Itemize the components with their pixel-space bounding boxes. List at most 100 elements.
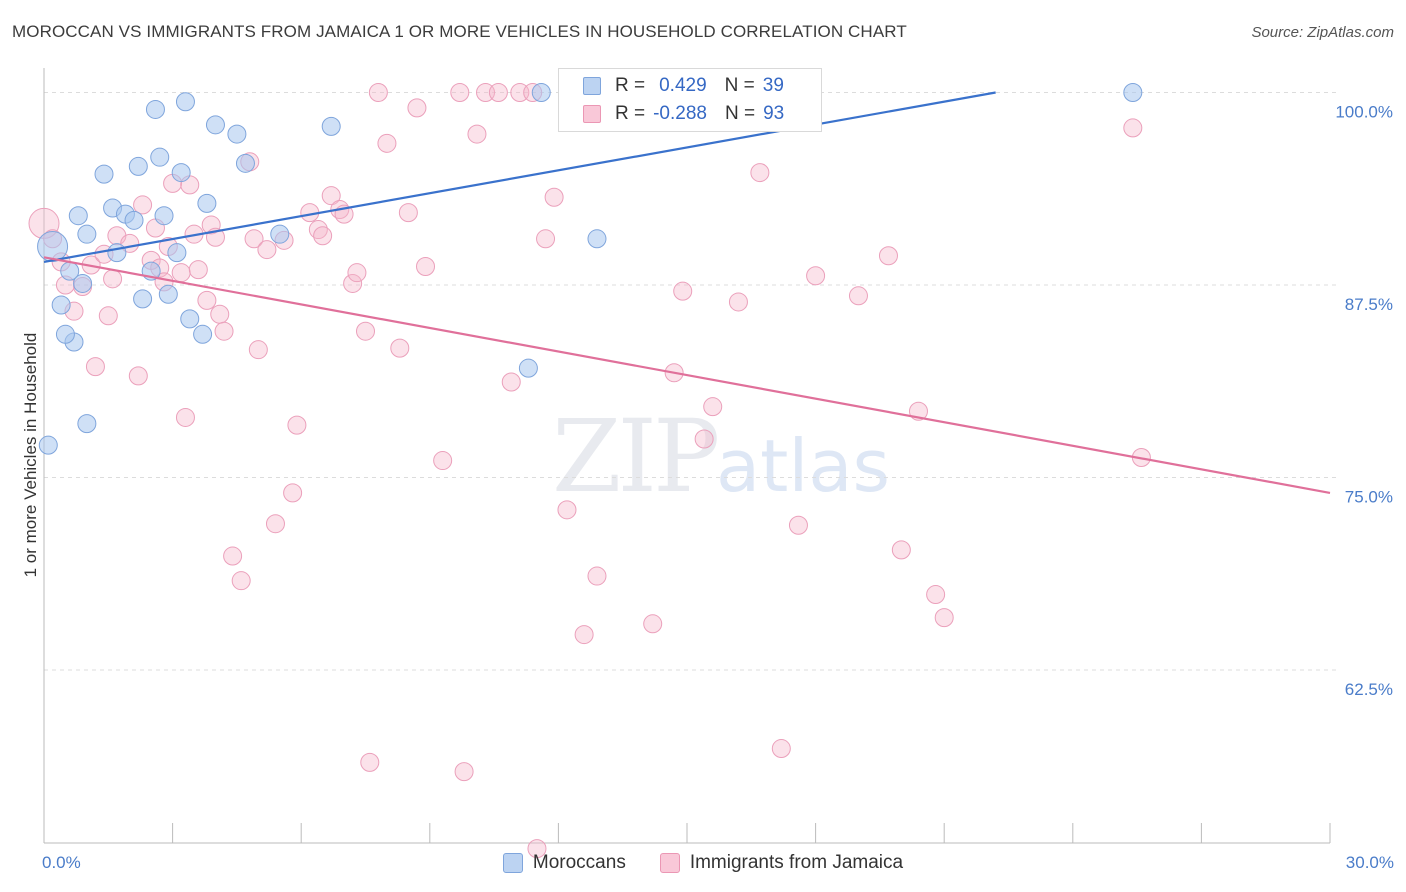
legend-n-value: 39 bbox=[762, 75, 784, 96]
legend-row-jamaica: R = -0.288 N = 93 bbox=[583, 101, 784, 127]
jamaica-point bbox=[643, 614, 663, 634]
jamaica-point bbox=[416, 257, 436, 277]
legend-swatch-jamaica bbox=[659, 853, 680, 873]
tick-labels: 62.5% 75.0% 87.5% 100.0% 0.0% 30.0% bbox=[42, 103, 1394, 873]
jamaica-point bbox=[788, 515, 808, 535]
legend-item-moroccans: Moroccans bbox=[502, 852, 626, 874]
jamaica-point bbox=[368, 83, 388, 102]
moroccans-point bbox=[94, 164, 114, 184]
moroccans-point bbox=[107, 243, 127, 263]
jamaica-point bbox=[347, 263, 367, 283]
jamaica-point bbox=[544, 187, 564, 207]
jamaica-point bbox=[390, 338, 410, 358]
jamaica-point bbox=[223, 546, 243, 566]
jamaica-point bbox=[231, 571, 251, 591]
trend-lines bbox=[43, 91, 1331, 494]
legend-label-moroccans: Moroccans bbox=[532, 852, 626, 873]
x-tick-label: 0.0% bbox=[42, 853, 81, 872]
moroccans-point bbox=[154, 206, 174, 226]
jamaica-point bbox=[128, 366, 148, 386]
jamaica-point bbox=[175, 407, 195, 427]
moroccans-point bbox=[55, 324, 75, 344]
jamaica-point bbox=[750, 163, 770, 183]
jamaica-point bbox=[587, 566, 607, 586]
moroccans-point bbox=[587, 229, 607, 249]
jamaica-point bbox=[197, 290, 217, 310]
jamaica-point bbox=[98, 306, 118, 326]
legend-swatch-jamaica bbox=[583, 105, 601, 123]
moroccans-point bbox=[51, 295, 71, 315]
moroccans-point bbox=[171, 163, 191, 183]
legend-swatch-moroccans bbox=[502, 853, 523, 873]
y-tick-label: 100.0% bbox=[1335, 103, 1393, 122]
jamaica-point bbox=[407, 98, 427, 118]
jamaica-point bbox=[527, 839, 547, 859]
stats-legend: R = 0.429 N = 39 R = -0.288 N = 93 bbox=[558, 68, 822, 132]
moroccans-point bbox=[518, 358, 538, 378]
jamaica-point bbox=[771, 739, 791, 759]
axes bbox=[43, 68, 1331, 844]
x-tick-label: 30.0% bbox=[1346, 853, 1394, 872]
jamaica-point bbox=[133, 195, 153, 215]
jamaica-point bbox=[171, 263, 191, 283]
y-tick-label: 62.5% bbox=[1345, 680, 1393, 699]
moroccans-point bbox=[77, 414, 97, 434]
jamaica-point bbox=[926, 585, 946, 605]
jamaica-trend-line bbox=[43, 256, 1331, 494]
jamaica-point bbox=[188, 260, 208, 280]
moroccans-point bbox=[150, 147, 170, 167]
jamaica-point bbox=[433, 451, 453, 471]
legend-r-label: R = bbox=[615, 75, 646, 96]
jamaica-point bbox=[210, 304, 230, 324]
moroccans-point bbox=[158, 284, 178, 304]
legend-row-moroccans: R = 0.429 N = 39 bbox=[583, 73, 784, 99]
jamaica-point bbox=[398, 203, 418, 223]
moroccans-point bbox=[133, 289, 153, 309]
moroccans-point bbox=[205, 115, 225, 135]
jamaica-point bbox=[360, 752, 380, 772]
legend-r-value: 0.429 bbox=[659, 75, 707, 96]
moroccans-trend-line bbox=[43, 91, 996, 263]
y-tick-label: 75.0% bbox=[1345, 488, 1393, 507]
jamaica-point bbox=[287, 415, 307, 435]
jamaica-point bbox=[343, 273, 363, 293]
jamaica-point bbox=[321, 186, 341, 206]
moroccans-point bbox=[68, 206, 88, 226]
moroccans-point bbox=[145, 99, 165, 119]
jamaica-point bbox=[694, 429, 714, 449]
series-legend: Moroccans Immigrants from Jamaica bbox=[0, 852, 1406, 874]
jamaica-point bbox=[878, 246, 898, 266]
jamaica-point bbox=[488, 83, 508, 102]
y-axis-label: 1 or more Vehicles in Household bbox=[21, 333, 40, 578]
jamaica-point bbox=[703, 397, 723, 417]
jamaica-point bbox=[557, 500, 577, 520]
moroccans-point bbox=[321, 116, 341, 136]
jamaica-point bbox=[673, 281, 693, 301]
jamaica-point bbox=[467, 124, 487, 144]
jamaica-point bbox=[377, 133, 397, 153]
jamaica-point bbox=[85, 357, 105, 377]
moroccans-point bbox=[37, 231, 69, 262]
jamaica-point bbox=[728, 292, 748, 312]
jamaica-point bbox=[450, 83, 470, 102]
y-tick-label: 87.5% bbox=[1345, 295, 1393, 314]
jamaica-point bbox=[848, 286, 868, 306]
moroccans-point bbox=[235, 153, 255, 173]
source-credit: Source: ZipAtlas.com bbox=[1251, 24, 1394, 41]
jamaica-points bbox=[28, 83, 1151, 859]
jamaica-point bbox=[356, 321, 375, 341]
moroccans-point bbox=[197, 193, 217, 213]
moroccans-point bbox=[167, 243, 187, 263]
moroccans-point bbox=[77, 224, 97, 244]
moroccans-point bbox=[124, 210, 144, 230]
jamaica-point bbox=[934, 608, 954, 628]
legend-n-label: N = bbox=[724, 103, 756, 124]
moroccans-point bbox=[128, 156, 148, 176]
watermark-atlas: atlas bbox=[716, 424, 890, 508]
jamaica-point bbox=[454, 762, 474, 782]
jamaica-point bbox=[536, 229, 556, 249]
jamaica-point bbox=[201, 215, 221, 235]
moroccans-point bbox=[227, 124, 247, 144]
moroccans-point bbox=[270, 224, 290, 244]
jamaica-point bbox=[1123, 118, 1143, 138]
